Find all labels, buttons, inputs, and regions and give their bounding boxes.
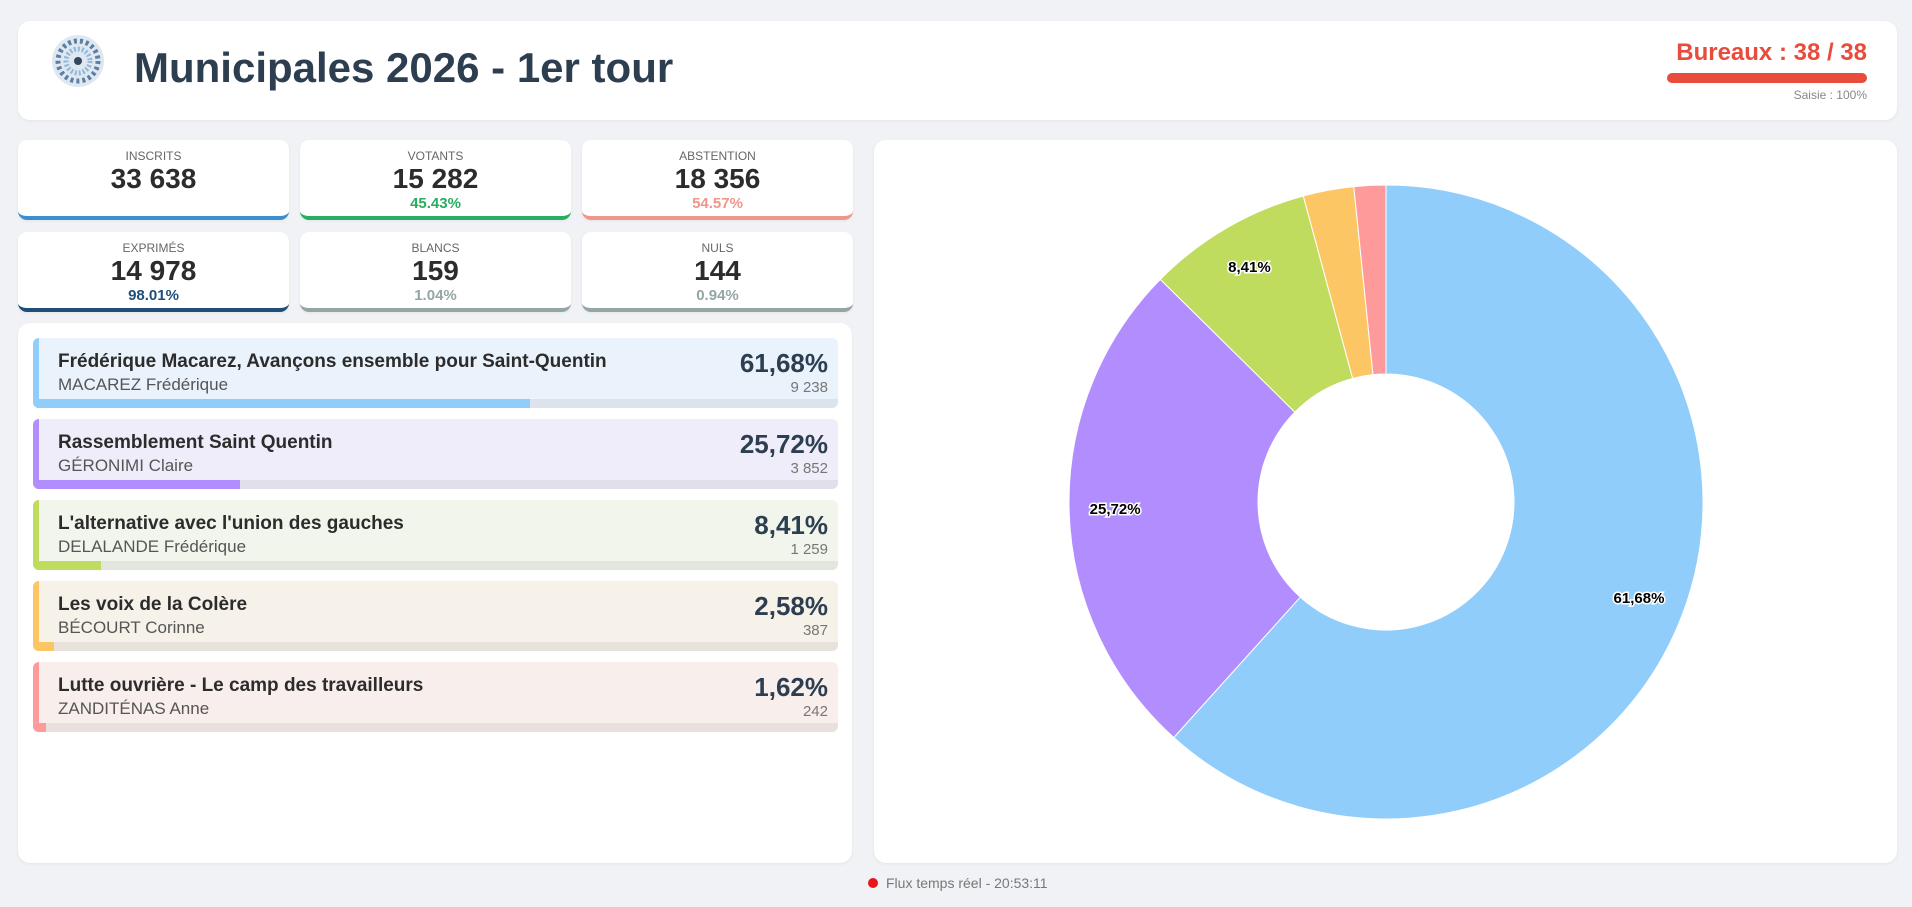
list-name: Frédérique Macarez, Avançons ensemble po… bbox=[58, 351, 607, 372]
donut-slice bbox=[1353, 184, 1387, 376]
stat-card: EXPRIMÉS 14 978 98.01% bbox=[18, 232, 289, 312]
stat-card: BLANCS 159 1.04% bbox=[300, 232, 571, 312]
candidate-name: MACAREZ Frédérique bbox=[58, 375, 229, 394]
candidate-pct: 61,68% bbox=[739, 348, 828, 378]
color-bar bbox=[33, 581, 39, 651]
progress-fill bbox=[33, 399, 530, 408]
stat-pct: 0.94% bbox=[696, 287, 739, 304]
list-name: Lutte ouvrière - Le camp des travailleur… bbox=[58, 675, 424, 696]
stat-value: 18 356 bbox=[674, 163, 761, 194]
stat-label: INSCRITS bbox=[125, 149, 182, 163]
stat-value: 14 978 bbox=[110, 255, 197, 286]
candidate-row: Lutte ouvrière - Le camp des travailleur… bbox=[33, 662, 838, 732]
candidate-row: Rassemblement Saint Quentin GÉRONIMI Clai… bbox=[33, 419, 838, 489]
live-dot bbox=[868, 878, 878, 888]
progress-track bbox=[33, 642, 838, 651]
candidate-pct: 1,62% bbox=[754, 672, 828, 702]
stat-label: BLANCS bbox=[411, 241, 460, 255]
candidate-name: GÉRONIMI Claire bbox=[58, 456, 194, 475]
chart-panel: 61,68% 25,72% 8,41% bbox=[874, 140, 1897, 863]
candidate-row: Les voix de la Colère BÉCOURT Corinne 2,58… bbox=[33, 581, 838, 651]
stat-label: VOTANTS bbox=[407, 149, 464, 163]
stat-label: ABSTENTION bbox=[679, 149, 756, 163]
slice-label: 61,68% bbox=[1614, 590, 1665, 607]
list-name: Rassemblement Saint Quentin bbox=[58, 432, 333, 453]
progress-fill bbox=[33, 723, 47, 732]
candidate-name: BÉCOURT Corinne bbox=[58, 618, 205, 637]
candidate-pct: 2,58% bbox=[754, 591, 828, 621]
stat-value: 159 bbox=[412, 255, 459, 286]
donut-chart: 61,68% 25,72% 8,41% bbox=[1068, 184, 1704, 820]
stat-pct: 54.57% bbox=[692, 195, 743, 212]
color-bar bbox=[33, 338, 39, 408]
stat-card: INSCRITS 33 638 bbox=[18, 140, 289, 220]
candidate-votes: 1 259 bbox=[790, 541, 828, 558]
stat-value: 144 bbox=[694, 255, 741, 286]
candidate-name: ZANDITÉNAS Anne bbox=[58, 699, 210, 718]
color-bar bbox=[33, 500, 39, 570]
donut-slice bbox=[1173, 184, 1704, 820]
candidate-name: DELALANDE Frédérique bbox=[58, 537, 247, 556]
candidate-row: Frédérique Macarez, Avançons ensemble po… bbox=[33, 338, 838, 408]
progress-bar bbox=[1667, 73, 1867, 83]
candidate-votes: 387 bbox=[802, 622, 828, 639]
saisie: Saisie : 100% bbox=[1793, 88, 1867, 102]
stat-pct: 45.43% bbox=[410, 195, 461, 212]
candidate-pct: 25,72% bbox=[739, 429, 828, 459]
progress-track bbox=[33, 480, 838, 489]
donut-slice bbox=[1068, 278, 1302, 739]
list-name: Les voix de la Colère bbox=[58, 594, 248, 615]
stat-value: 33 638 bbox=[110, 163, 197, 194]
color-bar bbox=[33, 662, 39, 732]
candidate-pct: 8,41% bbox=[754, 510, 828, 540]
header: Municipales 2026 - 1er tour Bureaux : 38… bbox=[18, 21, 1897, 120]
color-bar bbox=[33, 419, 39, 489]
title: Municipales 2026 - 1er tour bbox=[134, 44, 674, 91]
progress-fill bbox=[33, 480, 241, 489]
slice-label: 25,72% bbox=[1090, 501, 1141, 518]
list-name: L'alternative avec l'union des gauches bbox=[58, 513, 404, 534]
stat-card: ABSTENTION 18 356 54.57% bbox=[582, 140, 853, 220]
candidate-votes: 242 bbox=[802, 703, 828, 720]
candidate-votes: 3 852 bbox=[790, 460, 828, 477]
stat-pct: 1.04% bbox=[414, 287, 457, 304]
progress-track bbox=[33, 561, 838, 570]
bureaux: Bureaux : 38 / 38 bbox=[1676, 39, 1867, 66]
candidate-votes: 9 238 bbox=[790, 379, 828, 396]
candidate-row: L'alternative avec l'union des gauches DE… bbox=[33, 500, 838, 570]
stat-card: VOTANTS 15 282 45.43% bbox=[300, 140, 571, 220]
stat-value: 15 282 bbox=[392, 163, 479, 194]
progress-track bbox=[33, 723, 838, 732]
stat-card: NULS 144 0.94% bbox=[582, 232, 853, 312]
stat-label: NULS bbox=[701, 241, 734, 255]
footer: Flux temps réel - 20:53:11 bbox=[886, 875, 1048, 891]
logo bbox=[52, 35, 104, 87]
progress-fill bbox=[33, 642, 54, 651]
stat-pct: 98.01% bbox=[128, 287, 179, 304]
stat-label: EXPRIMÉS bbox=[122, 241, 185, 255]
slice-label: 8,41% bbox=[1228, 259, 1271, 276]
progress-fill bbox=[33, 561, 101, 570]
